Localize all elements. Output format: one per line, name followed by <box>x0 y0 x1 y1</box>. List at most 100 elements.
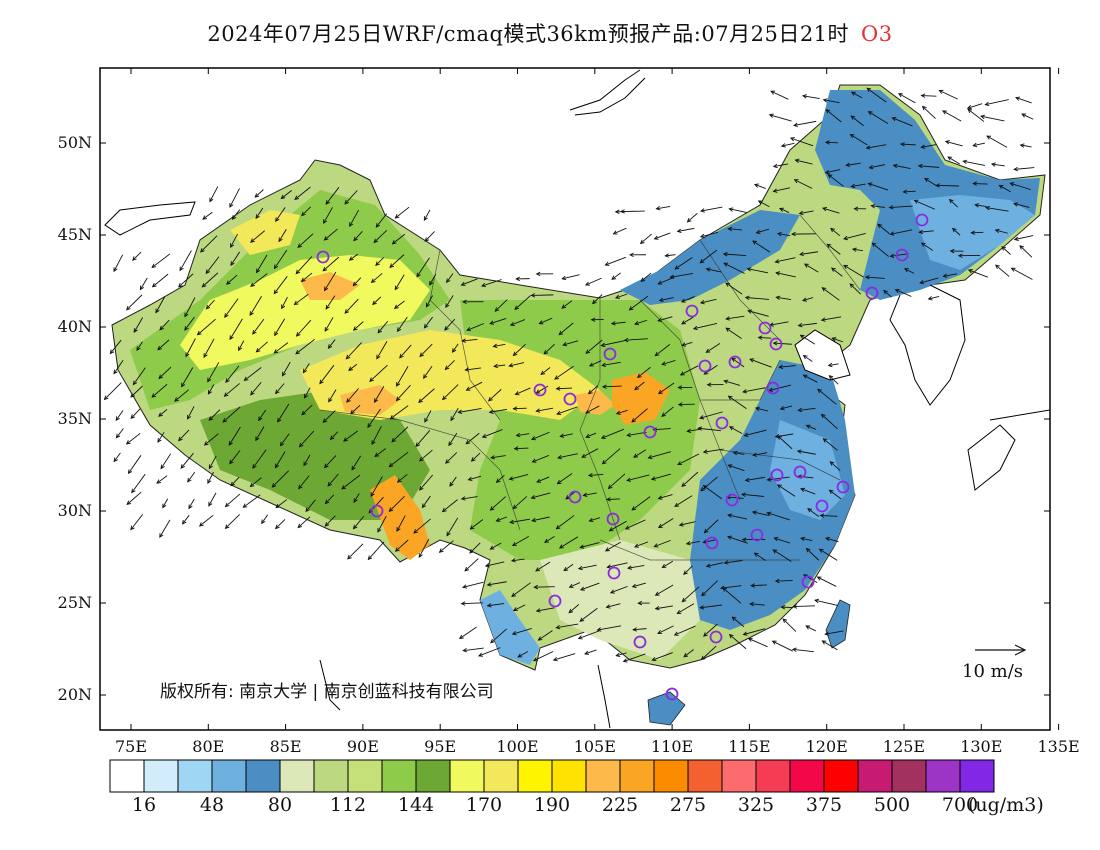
wind-arrowhead <box>1013 166 1019 172</box>
wind-arrow-shaft <box>324 515 336 527</box>
wind-arrow-shaft <box>767 512 790 521</box>
wind-arrowhead <box>776 484 782 489</box>
wind-arrow-shaft <box>294 293 309 305</box>
wind-arrowhead <box>184 326 189 331</box>
wind-arrow-shaft <box>679 521 696 526</box>
wind-arrowhead <box>531 458 537 463</box>
wind-arrow-shaft <box>462 338 478 342</box>
wind-arrow-shaft <box>920 277 939 284</box>
wind-arrowhead <box>352 281 358 287</box>
wind-arrow-shaft <box>532 454 550 463</box>
wind-arrowhead <box>423 323 429 329</box>
wind-arrow-shaft <box>592 294 603 304</box>
wind-arrowhead <box>208 501 213 507</box>
wind-arrowhead <box>631 583 637 589</box>
wind-arrowhead <box>438 548 444 553</box>
wind-arrow-shaft <box>394 300 405 309</box>
wind-arrow-shaft <box>396 384 411 401</box>
wind-arrow-shaft <box>822 207 840 214</box>
wind-arrowhead <box>1015 96 1021 101</box>
wind-arrowhead <box>727 513 733 518</box>
wind-arrowhead <box>489 320 495 325</box>
wind-arrow-shaft <box>305 499 316 512</box>
wind-arrow-shaft <box>817 388 837 405</box>
wind-arrow-shaft <box>633 449 647 458</box>
wind-arrowhead <box>130 414 136 419</box>
wind-arrow-shaft <box>531 516 550 522</box>
wind-arrowhead <box>369 377 374 383</box>
wind-arrowhead <box>609 589 615 594</box>
wind-arrowhead <box>255 436 260 442</box>
wind-arrow-shaft <box>900 143 916 146</box>
wind-arrow-shaft <box>661 359 676 365</box>
wind-arrowhead <box>608 527 614 532</box>
wind-arrowhead <box>373 238 379 244</box>
wind-arrowhead <box>677 385 683 390</box>
wind-arrow-shaft <box>843 264 864 278</box>
wind-arrow-shaft <box>800 488 816 495</box>
wind-arrow-shaft <box>780 405 793 410</box>
wind-arrow-shaft <box>947 156 960 165</box>
wind-arrowhead <box>341 485 347 490</box>
wind-arrow-shaft <box>627 564 645 569</box>
wind-arrow-shaft <box>745 297 770 300</box>
wind-arrowhead <box>568 608 574 614</box>
wind-arrowhead <box>510 558 516 563</box>
wind-arrow-shaft <box>729 426 743 435</box>
wind-arrowhead <box>396 478 402 483</box>
wind-arrowhead <box>581 453 587 458</box>
wind-arrow-shaft <box>606 603 621 608</box>
wind-arrow-shaft <box>206 299 215 310</box>
wind-arrowhead <box>418 456 424 462</box>
city-marker <box>370 504 384 518</box>
wind-arrow-shaft <box>256 341 268 353</box>
wind-arrow-shaft <box>803 374 818 383</box>
wind-arrowhead <box>460 281 466 286</box>
wind-arrowhead <box>481 433 487 439</box>
wind-arrowhead <box>343 437 348 442</box>
wind-arrowhead <box>685 541 691 546</box>
wind-arrowhead <box>395 396 401 402</box>
wind-arrowhead <box>1009 182 1015 187</box>
wind-arrow-shaft <box>304 387 311 399</box>
wind-arrowhead <box>800 536 806 542</box>
wind-arrow-shaft <box>724 380 741 386</box>
wind-arrow-shaft <box>531 492 551 499</box>
colorbar-swatch <box>891 759 927 793</box>
wind-arrow-shaft <box>113 452 121 462</box>
wind-arrow-shaft <box>588 385 599 395</box>
wind-arrow-shaft <box>301 206 312 216</box>
wind-arrow-shaft <box>301 272 313 282</box>
wind-arrowhead <box>816 576 822 581</box>
wind-arrowhead <box>793 122 798 128</box>
city-markers <box>316 213 929 701</box>
wind-arrow-shaft <box>224 298 239 318</box>
wind-arrow-shaft <box>514 295 531 310</box>
wind-arrow-shaft <box>973 142 985 147</box>
wind-arrowhead <box>203 441 209 446</box>
wind-arrowhead <box>300 277 306 283</box>
wind-arrowhead <box>851 247 857 252</box>
wind-arrow-shaft <box>348 363 358 371</box>
wind-arrow-shaft <box>661 406 674 417</box>
wind-arrow-shaft <box>244 367 262 381</box>
wind-arrowhead <box>460 496 466 501</box>
wind-arrow-shaft <box>640 233 652 244</box>
wind-arrow-shaft <box>820 514 838 517</box>
wind-arrow-shaft <box>968 269 989 278</box>
wind-arrow-shaft <box>828 174 844 187</box>
orange-zone-shaanxi <box>575 390 615 415</box>
wind-arrow-shaft <box>353 515 365 529</box>
wind-arrow-shaft <box>327 473 339 487</box>
wind-arrow-shaft <box>396 366 409 387</box>
wind-arrow-shaft <box>890 253 909 257</box>
wind-arrowhead <box>445 459 450 464</box>
wind-arrow-shaft <box>580 582 600 591</box>
wind-arrow-shaft <box>1011 267 1033 280</box>
wind-arrowhead <box>208 464 213 470</box>
wind-arrow-shaft <box>799 251 819 255</box>
wind-arrowhead <box>125 440 131 445</box>
wind-arrow-shaft <box>391 426 409 443</box>
wind-arrow-shaft <box>806 548 820 561</box>
wind-arrow-shaft <box>794 179 813 189</box>
